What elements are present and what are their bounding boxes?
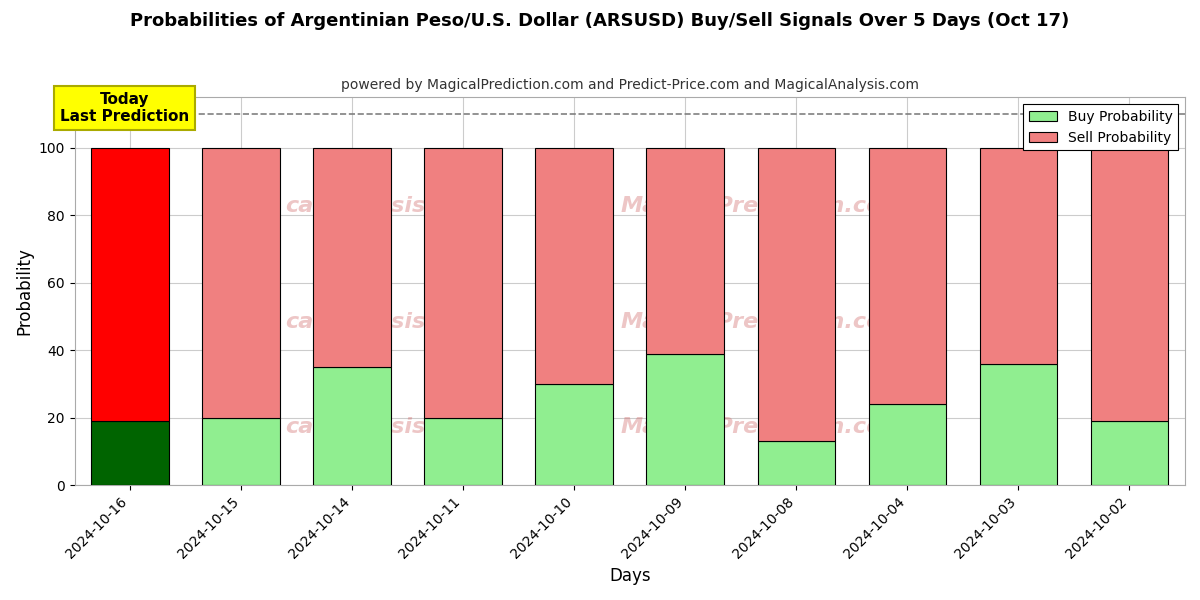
X-axis label: Days: Days xyxy=(610,567,650,585)
Bar xyxy=(647,353,725,485)
Bar xyxy=(203,418,280,485)
Bar xyxy=(203,148,280,418)
Text: Probabilities of Argentinian Peso/U.S. Dollar (ARSUSD) Buy/Sell Signals Over 5 D: Probabilities of Argentinian Peso/U.S. D… xyxy=(131,12,1069,30)
Bar xyxy=(425,148,502,418)
Bar xyxy=(757,148,835,442)
Bar xyxy=(979,364,1057,485)
Bar xyxy=(1091,148,1169,421)
Bar xyxy=(425,418,502,485)
Bar xyxy=(535,148,613,384)
Title: powered by MagicalPrediction.com and Predict-Price.com and MagicalAnalysis.com: powered by MagicalPrediction.com and Pre… xyxy=(341,78,919,92)
Bar xyxy=(979,148,1057,364)
Bar xyxy=(869,148,947,404)
Text: MagicalPrediction.com: MagicalPrediction.com xyxy=(620,417,905,437)
Bar xyxy=(869,404,947,485)
Bar xyxy=(1091,421,1169,485)
Text: calAnalysis.com: calAnalysis.com xyxy=(286,312,486,332)
Bar xyxy=(535,384,613,485)
Bar xyxy=(757,442,835,485)
Bar xyxy=(91,421,169,485)
Bar xyxy=(313,148,391,367)
Text: MagicalPrediction.com: MagicalPrediction.com xyxy=(620,196,905,216)
Y-axis label: Probability: Probability xyxy=(16,247,34,335)
Text: Today
Last Prediction: Today Last Prediction xyxy=(60,92,190,124)
Bar xyxy=(313,367,391,485)
Bar xyxy=(647,148,725,353)
Legend: Buy Probability, Sell Probability: Buy Probability, Sell Probability xyxy=(1024,104,1178,151)
Text: MagicalPrediction.com: MagicalPrediction.com xyxy=(620,312,905,332)
Bar xyxy=(91,148,169,421)
Text: calAnalysis.com: calAnalysis.com xyxy=(286,417,486,437)
Text: calAnalysis.com: calAnalysis.com xyxy=(286,196,486,216)
